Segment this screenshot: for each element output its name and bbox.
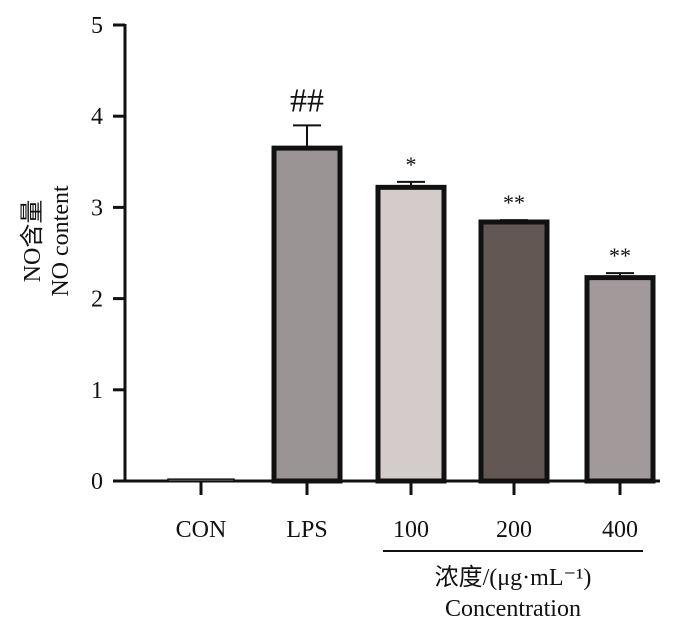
x-group-title-line-1: 浓度/(μg·mL⁻¹) bbox=[435, 564, 592, 591]
y-ticks: 0 1 2 3 4 5 bbox=[91, 13, 125, 495]
x-tick-label-400: 400 bbox=[602, 517, 638, 543]
x-tick-label-200: 200 bbox=[496, 517, 532, 543]
bar-200 bbox=[478, 219, 550, 484]
y-axis-title-line-2: NO content bbox=[48, 185, 74, 297]
significance-mark-100: * bbox=[406, 152, 417, 177]
x-group-title-line-2: Concentration bbox=[445, 596, 581, 622]
x-ticks: CON LPS 100 200 400 bbox=[176, 481, 638, 543]
bar-400 bbox=[584, 275, 656, 484]
x-tick-label-LPS: LPS bbox=[286, 517, 327, 543]
x-tick-label-100: 100 bbox=[393, 517, 429, 543]
y-tick-label: 3 bbox=[91, 195, 103, 221]
bar-CON bbox=[167, 478, 235, 482]
significance-annotations: ##***** bbox=[290, 82, 631, 268]
y-tick-label: 0 bbox=[91, 469, 103, 495]
significance-mark-LPS: ## bbox=[290, 82, 324, 119]
y-tick-label: 2 bbox=[91, 287, 103, 313]
y-axis-title-line-1: NO含量 bbox=[19, 200, 46, 283]
bar-100 bbox=[375, 184, 447, 484]
significance-mark-200: ** bbox=[503, 190, 525, 215]
significance-mark-400: ** bbox=[609, 243, 631, 268]
y-tick-label: 1 bbox=[91, 378, 103, 404]
x-tick-label-CON: CON bbox=[176, 517, 227, 543]
y-tick-label: 4 bbox=[91, 104, 103, 130]
bar-LPS bbox=[271, 145, 343, 484]
y-tick-label: 5 bbox=[91, 13, 103, 39]
bars bbox=[167, 124, 656, 484]
